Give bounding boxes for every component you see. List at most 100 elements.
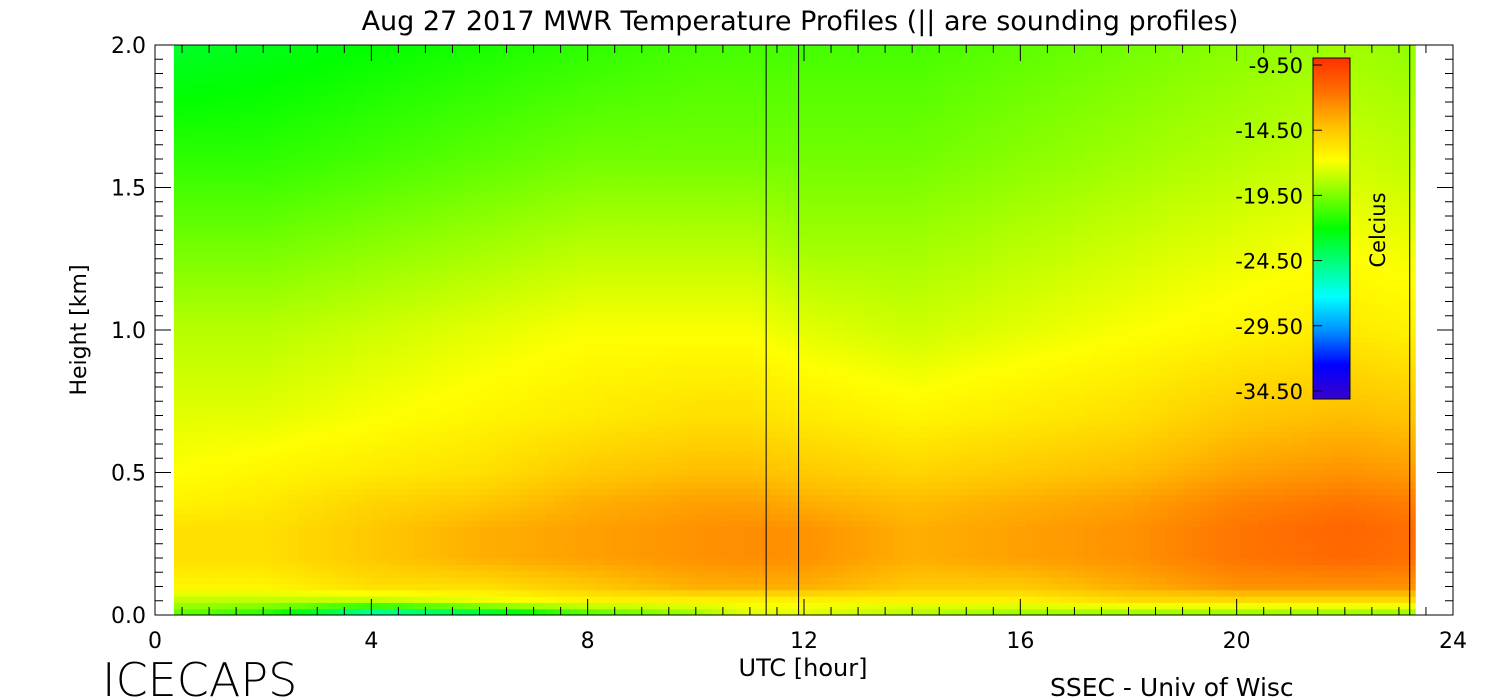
heatmap-cell (1274, 602, 1284, 610)
heatmap-cell (1108, 532, 1118, 540)
heatmap-cell (844, 608, 854, 615)
heatmap-cell (595, 431, 605, 439)
heatmap-cell (1365, 507, 1375, 515)
heatmap-cell (289, 418, 299, 426)
heatmap-cell (1017, 475, 1027, 483)
heatmap-cell (960, 437, 969, 445)
heatmap-cell (240, 437, 249, 445)
heatmap-cell (736, 608, 746, 615)
heatmap-cell (463, 494, 473, 502)
heatmap-cell (372, 431, 382, 439)
heatmap-cell (1117, 488, 1127, 496)
heatmap-cell (355, 488, 365, 496)
heatmap-cell (943, 444, 953, 451)
heatmap-cell (703, 475, 713, 483)
heatmap-cell (1398, 437, 1408, 445)
heatmap-cell (1266, 602, 1276, 610)
heatmap-cell (1067, 596, 1077, 603)
heatmap-cell (960, 608, 969, 615)
heatmap-cell (198, 520, 208, 527)
heatmap-cell (571, 507, 580, 515)
heatmap-cell (711, 545, 721, 553)
heatmap-cell (695, 488, 705, 496)
heatmap-cell (422, 456, 432, 464)
heatmap-cell (231, 425, 241, 432)
heatmap-cell (1067, 583, 1077, 591)
heatmap-cell (1084, 450, 1094, 458)
heatmap-cell (223, 431, 233, 439)
heatmap-cell (1390, 488, 1400, 496)
heatmap-cell (488, 425, 498, 432)
heatmap-cell (1092, 596, 1102, 603)
heatmap-cell (215, 450, 225, 458)
heatmap-cell (248, 608, 258, 615)
heatmap-cell (306, 501, 316, 508)
heatmap-cell (546, 520, 556, 527)
heatmap-cell (347, 399, 357, 407)
heatmap-cell (380, 406, 390, 413)
heatmap-cell (711, 463, 721, 470)
heatmap-cell (835, 444, 845, 451)
heatmap-cell (513, 507, 523, 515)
heatmap-cell (1117, 532, 1127, 540)
heatmap-cell (347, 558, 357, 565)
heatmap-cell (720, 406, 729, 413)
heatmap-cell (711, 551, 721, 559)
heatmap-cell (504, 501, 514, 508)
heatmap-cell (1224, 583, 1234, 591)
heatmap-cell (182, 418, 192, 426)
heatmap-cell (1183, 456, 1193, 464)
heatmap-cell (902, 513, 911, 521)
heatmap-cell (529, 463, 539, 470)
heatmap-cell (844, 589, 854, 597)
heatmap-cell (786, 507, 796, 515)
heatmap-cell (1357, 450, 1367, 458)
heatmap-cell (1017, 418, 1027, 426)
heatmap-cell (223, 608, 233, 615)
heatmap-cell (645, 532, 655, 540)
heatmap-cell (339, 551, 349, 559)
heatmap-cell (1241, 406, 1251, 413)
heatmap-cell (1324, 450, 1333, 458)
heatmap-cell (720, 494, 729, 502)
heatmap-cell (314, 437, 324, 445)
heatmap-cell (562, 577, 572, 584)
heatmap-cell (695, 570, 705, 578)
heatmap-cell (811, 507, 820, 515)
heatmap-cell (463, 532, 473, 540)
heatmap-cell (405, 425, 415, 432)
heatmap-cell (455, 412, 465, 420)
heatmap-cell (1216, 412, 1226, 420)
heatmap-cell (546, 545, 556, 553)
heatmap-cell (637, 570, 647, 578)
heatmap-cell (1357, 494, 1367, 502)
heatmap-cell (240, 558, 249, 565)
heatmap-cell (438, 431, 448, 439)
heatmap-cell (1208, 608, 1218, 615)
heatmap-cell (355, 425, 365, 432)
heatmap-cell (703, 507, 713, 515)
heatmap-cell (777, 564, 787, 572)
heatmap-cell (662, 444, 672, 451)
heatmap-cell (604, 564, 614, 572)
heatmap-cell (1125, 425, 1135, 432)
heatmap-cell (347, 501, 357, 508)
heatmap-cell (529, 456, 539, 464)
heatmap-cell (728, 412, 738, 420)
heatmap-cell (397, 437, 407, 445)
heatmap-cell (289, 577, 299, 584)
heatmap-cell (662, 564, 672, 572)
heatmap-cell (173, 564, 183, 572)
heatmap-cell (1100, 589, 1110, 597)
heatmap-cell (364, 520, 374, 527)
heatmap-cell (1183, 608, 1193, 615)
heatmap-cell (926, 532, 936, 540)
heatmap-cell (670, 437, 680, 445)
heatmap-cell (289, 406, 299, 413)
heatmap-cell (571, 596, 580, 603)
heatmap-cell (1183, 545, 1193, 553)
heatmap-cell (595, 596, 605, 603)
heatmap-cell (1233, 418, 1242, 426)
heatmap-cell (1026, 437, 1036, 445)
heatmap-cell (852, 437, 862, 445)
